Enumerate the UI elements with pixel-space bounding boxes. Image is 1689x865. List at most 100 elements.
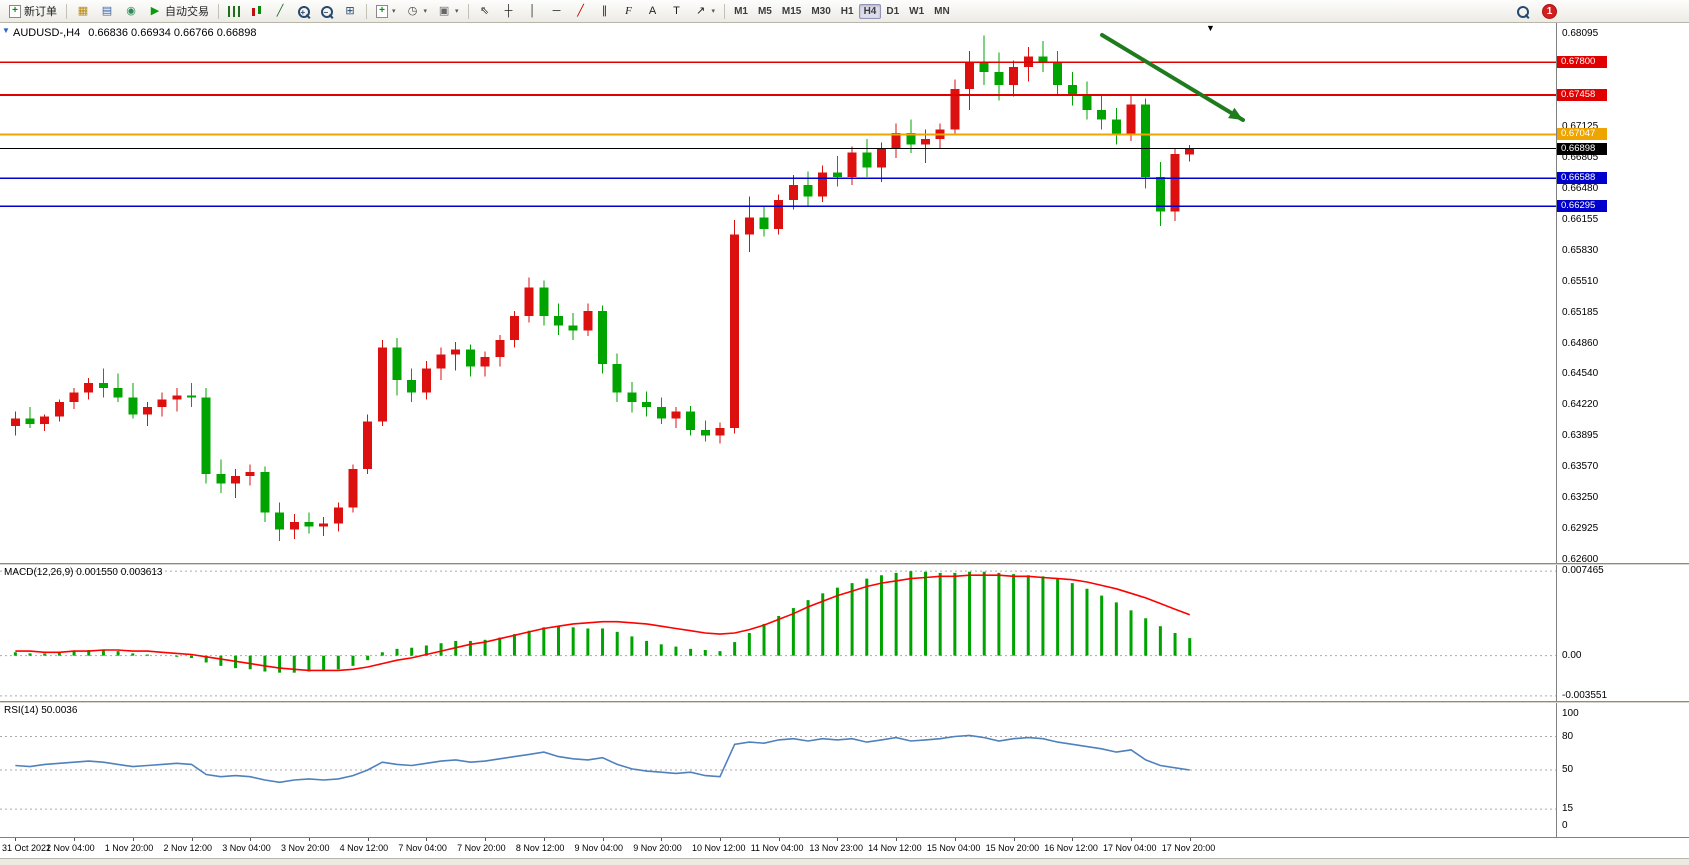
candle-body <box>54 402 64 417</box>
timeframe-m5-button[interactable]: M5 <box>757 5 772 17</box>
candle-body <box>847 152 857 178</box>
search-button[interactable] <box>1511 2 1534 21</box>
candle-body <box>671 411 681 419</box>
arrow-head <box>1228 107 1243 120</box>
price-scale-label: 0.63895 <box>1562 430 1599 442</box>
profiles-button[interactable]: ▤ <box>95 2 119 21</box>
rsi-panel[interactable]: RSI(14) 50.0036 <box>0 703 1556 837</box>
timeframe-h1-button[interactable]: H1 <box>840 5 854 17</box>
timeframe-h4-button[interactable]: H4 <box>858 3 882 19</box>
arrows-button[interactable]: ↗ ▾ <box>689 2 721 21</box>
panel-divider[interactable] <box>0 563 1689 565</box>
candle-body <box>524 287 534 316</box>
timeframe-w1-button[interactable]: W1 <box>909 5 925 17</box>
panel-divider[interactable] <box>0 701 1689 703</box>
indicators-icon: + <box>376 4 388 18</box>
timeframe-m15-button[interactable]: M15 <box>781 5 802 17</box>
time-axis-label: 15 Nov 04:00 <box>926 843 981 853</box>
price-scale-label: 0.63570 <box>1562 461 1599 473</box>
zoom-in-button[interactable]: + <box>292 2 315 21</box>
macd-canvas[interactable] <box>0 565 1556 701</box>
text-label-button[interactable]: T <box>665 2 689 21</box>
one-click-trading-toggle[interactable]: ▼ <box>2 26 10 35</box>
vertical-line-button[interactable]: │ <box>521 2 545 21</box>
candle-body <box>891 133 901 149</box>
candle-body <box>803 184 813 197</box>
price-badge-support: 0.66588 <box>1557 172 1607 185</box>
time-axis-label: 1 Nov 20:00 <box>104 843 154 853</box>
timeframe-m1-button[interactable]: M1 <box>734 5 748 17</box>
timeframe-m30-button[interactable]: M30 <box>811 5 831 17</box>
candlestick-chart-button[interactable] <box>245 2 268 21</box>
tile-windows-button[interactable]: ⊞ <box>338 2 362 21</box>
navigator-icon: ◉ <box>126 5 136 17</box>
ohlc-values: 0.66836 0.66934 0.66766 0.66898 <box>88 27 257 39</box>
line-chart-button[interactable]: ╱ <box>268 2 292 21</box>
candle-body <box>656 406 666 419</box>
horizontal-line-button[interactable]: ─ <box>545 2 569 21</box>
horizontal-levels-layer[interactable] <box>0 61 1556 208</box>
crosshair-button[interactable]: ┼ <box>497 2 521 21</box>
new-order-button[interactable]: + 新订单 <box>4 2 62 21</box>
fibonacci-button[interactable]: F <box>617 2 641 21</box>
time-axis-tick <box>1189 838 1191 841</box>
time-axis-tick <box>15 838 17 841</box>
time-axis[interactable]: 31 Oct 2022 1 Nov 04:00 1 Nov 20:00 2 Nov 1… <box>0 837 1689 858</box>
candle-body <box>495 339 505 358</box>
main-price-chart[interactable]: ▼ AUDUSD-,H4 0.66836 0.66934 0.66766 0.6… <box>0 23 1556 563</box>
rsi-canvas[interactable] <box>0 703 1556 837</box>
time-axis-label: 3 Nov 04:00 <box>222 843 271 853</box>
price-scale-label: 0.65830 <box>1562 244 1599 256</box>
candle-body <box>25 418 35 425</box>
macd-scale-label: 0.00 <box>1562 649 1582 661</box>
macd-signal-line <box>15 574 1191 672</box>
time-axis-label: 14 Nov 12:00 <box>868 843 922 853</box>
trend-arrow-annotation[interactable] <box>1100 33 1245 122</box>
candle-body <box>348 469 358 508</box>
charts-button[interactable]: ▦ <box>71 2 95 21</box>
indicators-button[interactable]: + ▾ <box>371 2 401 21</box>
time-axis-tick <box>485 838 487 841</box>
autotrading-button[interactable]: ▶ 自动交易 <box>143 2 214 21</box>
channel-button[interactable]: ∥ <box>593 2 617 21</box>
time-axis-label: 13 Nov 23:00 <box>809 843 863 853</box>
time-axis-label: 4 Nov 12:00 <box>339 843 389 853</box>
time-axis-label: 31 Oct 2022 <box>2 843 52 853</box>
timeframe-mn-button[interactable]: MN <box>934 5 950 17</box>
candle-body <box>128 397 138 415</box>
zoom-out-icon: − <box>320 5 333 18</box>
candle-body <box>289 521 299 530</box>
price-scale[interactable]: 0.680950.677700.671250.668050.664800.661… <box>1556 23 1689 837</box>
price-chart-canvas[interactable] <box>0 23 1556 563</box>
trendline-button[interactable]: ╱ <box>569 2 593 21</box>
macd-panel[interactable]: MACD(12,26,9) 0.001550 0.003613 <box>0 565 1556 701</box>
templates-button[interactable]: ▣ ▾ <box>432 2 464 21</box>
periods-button[interactable]: ◷ ▾ <box>401 2 433 21</box>
time-axis-tick <box>1013 838 1015 841</box>
candle-body <box>40 416 50 425</box>
candlestick-chart-icon <box>250 5 263 18</box>
time-axis-label: 7 Nov 20:00 <box>457 843 506 853</box>
horizontal-line-icon: ─ <box>552 5 561 17</box>
time-axis-tick <box>426 838 428 841</box>
candle-body <box>818 172 828 197</box>
text-button[interactable]: A <box>641 2 665 21</box>
candle-body <box>201 397 211 474</box>
price-shift-marker[interactable]: ▼ <box>1206 23 1215 33</box>
templates-icon: ▣ <box>438 5 450 17</box>
candle-body <box>1053 62 1063 86</box>
rsi-scale-label: 50 <box>1562 764 1574 775</box>
cursor-button[interactable]: ⇖ <box>473 2 497 21</box>
autotrading-icon: ▶ <box>150 5 160 17</box>
tile-windows-icon: ⊞ <box>345 5 355 17</box>
navigator-button[interactable]: ◉ <box>119 2 143 21</box>
bar-chart-button[interactable] <box>223 2 245 21</box>
text-icon: A <box>648 5 657 17</box>
notification-badge[interactable]: 1 <box>1542 3 1557 19</box>
timeframe-d1-button[interactable]: D1 <box>886 5 900 17</box>
toolbar-separator <box>724 3 726 19</box>
macd-label: MACD(12,26,9) 0.001550 0.003613 <box>4 567 163 578</box>
zoom-out-button[interactable]: − <box>315 2 338 21</box>
candle-body <box>245 472 255 476</box>
rsi-label: RSI(14) 50.0036 <box>4 705 78 716</box>
